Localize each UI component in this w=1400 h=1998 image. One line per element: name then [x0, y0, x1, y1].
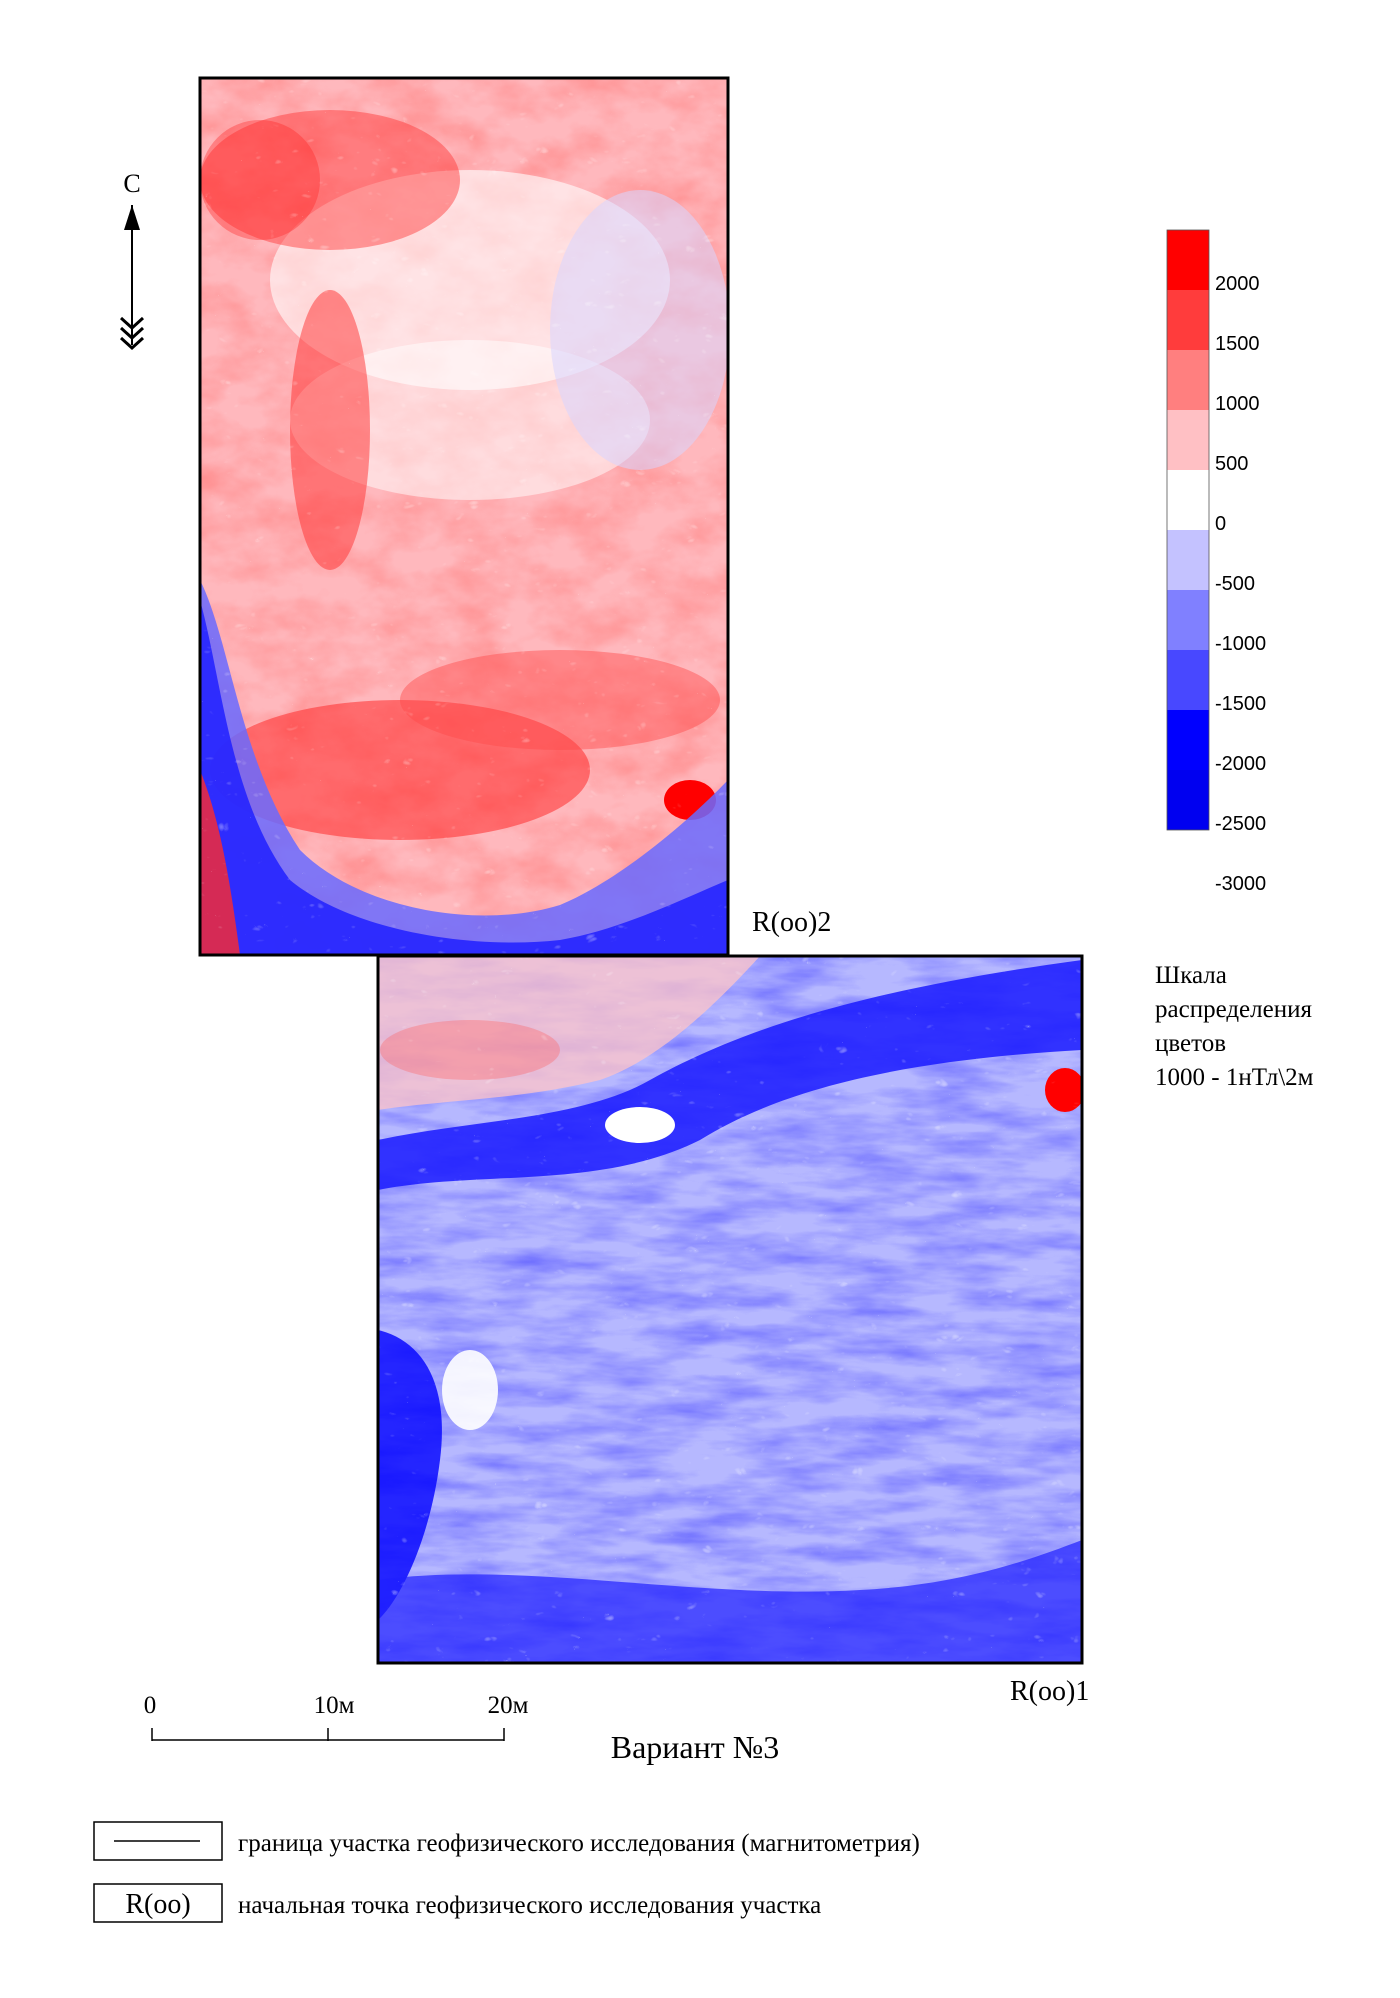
color-scale-tick-label: -2500 [1215, 813, 1266, 835]
color-scale-swatch [1167, 710, 1209, 770]
color-scale-tick-label: -500 [1215, 573, 1255, 595]
upper-survey-plot [200, 78, 728, 955]
caption-line: распределения [1155, 996, 1312, 1023]
color-scale-swatch [1167, 290, 1209, 350]
survey-point-upper-label: R(oo)2 [752, 907, 831, 938]
color-scale-frame [1166, 229, 1210, 831]
legend-line-symbol-box [93, 1821, 223, 1861]
map-title: Вариант №3 [611, 1729, 780, 1765]
scale-label-10m: 10м [314, 1692, 355, 1719]
start-point-symbol: R(oo) [125, 1889, 190, 1920]
color-scale-swatch [1167, 410, 1209, 470]
color-scale-swatch [1167, 530, 1209, 590]
lower-survey-boundary [376, 954, 1084, 1665]
color-scale-tick-label: 500 [1215, 453, 1248, 475]
caption-line: цветов [1155, 1030, 1226, 1057]
color-scale: 2000 1500 1000 500 0 -500 -1000 -1500 -2000 -2500… [1166, 229, 1266, 895]
color-scale-tick-label: -1500 [1215, 693, 1266, 715]
survey-point-lower-label: R(oo)1 [1010, 1676, 1089, 1707]
legend-point-symbol-box [93, 1883, 223, 1923]
color-scale-tick-label: 2000 [1215, 273, 1260, 295]
north-arrow [119, 205, 145, 351]
color-scale-swatch [1167, 590, 1209, 650]
scale-label-20m: 20м [488, 1692, 529, 1719]
color-scale-tick-label: 1000 [1215, 393, 1260, 415]
color-scale-swatch [1167, 230, 1209, 290]
caption-line: Шкала [1155, 962, 1227, 989]
color-scale-caption: Шкала распределения цветов 1000 - 1нТл\2… [1155, 962, 1314, 1091]
legend-item-start-point-text: начальная точка геофизического исследова… [238, 1892, 821, 1919]
color-scale-tick-label: 1500 [1215, 333, 1260, 355]
color-scale-swatch [1167, 350, 1209, 410]
color-scale-tick-label: -2000 [1215, 753, 1266, 775]
color-scale-swatch [1167, 470, 1209, 530]
legend-item-boundary-text: граница участка геофизического исследова… [238, 1830, 920, 1857]
color-scale-tick-label: 0 [1215, 513, 1226, 535]
scale-label-0: 0 [144, 1692, 157, 1719]
north-label: С [123, 169, 140, 198]
color-scale-tick-label: -3000 [1215, 873, 1266, 895]
color-scale-swatch [1167, 770, 1209, 830]
color-scale-tick-label: -1000 [1215, 633, 1266, 655]
scale-bar [151, 1728, 505, 1741]
lower-survey-plot [378, 956, 1082, 1663]
color-scale-swatch [1167, 650, 1209, 710]
legend: граница участка геофизического исследова… [93, 1821, 920, 1923]
caption-line: 1000 - 1нТл\2м [1155, 1064, 1314, 1091]
